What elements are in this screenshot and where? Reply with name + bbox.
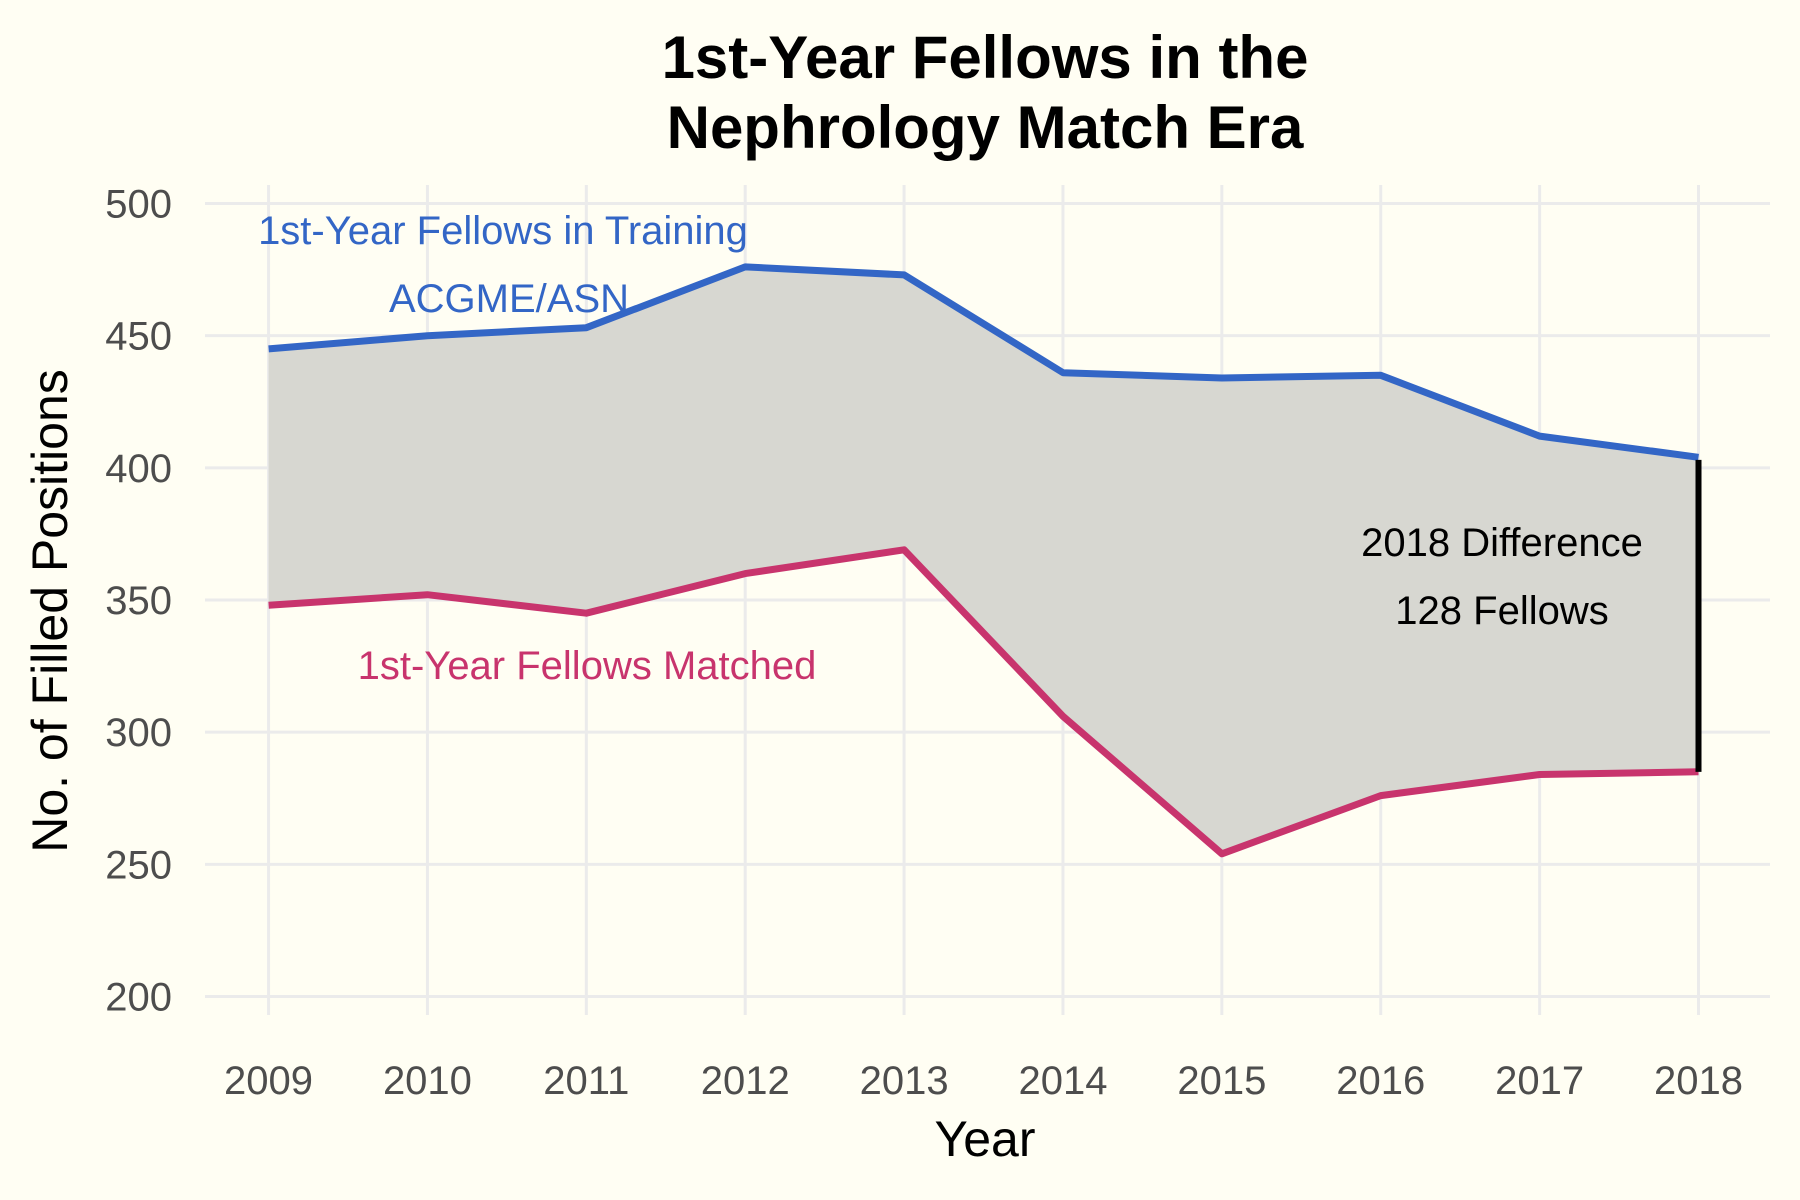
x-axis-title: Year	[934, 1111, 1035, 1167]
y-tick-label-250: 250	[105, 843, 172, 887]
y-tick-label-400: 400	[105, 447, 172, 491]
y-tick-label-350: 350	[105, 579, 172, 623]
y-tick-label-450: 450	[105, 315, 172, 359]
difference-label-line-2: 128 Fellows	[1395, 589, 1608, 633]
x-tick-label-2010: 2010	[383, 1059, 472, 1103]
training-label-line-1: 1st-Year Fellows in Training	[258, 209, 748, 253]
x-tick-label-2015: 2015	[1177, 1059, 1266, 1103]
matched-label: 1st-Year Fellows Matched	[358, 644, 817, 688]
x-tick-label-2014: 2014	[1018, 1059, 1107, 1103]
series-line-training	[268, 263, 1699, 461]
difference-area-fill	[268, 266, 1699, 854]
x-tick-label-2009: 2009	[224, 1059, 313, 1103]
training-label-line-2: ACGME/ASN	[389, 277, 629, 321]
y-tick-labels: 200 250 300 350 400 450 500	[105, 183, 172, 1020]
difference-area	[268, 266, 1699, 854]
y-axis-title: No. of Filled Positions	[22, 369, 78, 853]
y-tick-label-500: 500	[105, 183, 172, 227]
chart-title-line-1: 1st-Year Fellows in the	[662, 24, 1309, 91]
x-tick-labels: 2009 2010 2011 2012 2013 2014 2015 2016 2017 2018	[224, 1059, 1743, 1103]
y-tick-label-300: 300	[105, 711, 172, 755]
x-tick-label-2016: 2016	[1336, 1059, 1425, 1103]
x-tick-label-2011: 2011	[543, 1059, 629, 1103]
series-lines	[268, 263, 1699, 858]
x-tick-label-2013: 2013	[860, 1059, 949, 1103]
chart-title-line-2: Nephrology Match Era	[667, 94, 1304, 161]
x-tick-label-2018: 2018	[1654, 1059, 1743, 1103]
difference-label-line-1: 2018 Difference	[1361, 521, 1643, 565]
y-tick-label-200: 200	[105, 975, 172, 1019]
series-line-matched	[268, 546, 1699, 858]
x-tick-label-2012: 2012	[701, 1059, 790, 1103]
x-tick-label-2017: 2017	[1495, 1059, 1584, 1103]
